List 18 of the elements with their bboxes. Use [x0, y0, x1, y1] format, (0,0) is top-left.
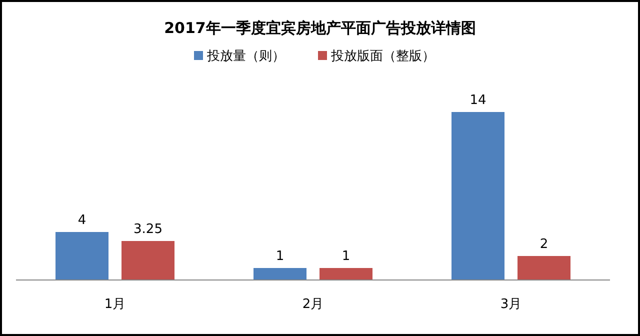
x-tick-label: 2月	[302, 297, 324, 312]
bar	[452, 112, 504, 280]
bar	[122, 241, 174, 280]
data-label: 1	[276, 249, 284, 264]
data-label: 2	[540, 237, 548, 252]
x-tick-label: 1月	[104, 297, 126, 312]
data-label: 4	[78, 213, 86, 228]
data-label: 14	[470, 93, 486, 108]
legend-label: 投放版面（整版）	[330, 49, 435, 64]
bar	[56, 232, 108, 280]
data-label: 1	[342, 249, 350, 264]
bar	[320, 268, 372, 280]
data-label: 3.25	[134, 222, 162, 237]
bar	[518, 256, 570, 280]
legend-label: 投放量（则）	[206, 49, 285, 64]
bar	[254, 268, 306, 280]
chart-title: 2017年一季度宜宾房地产平面广告投放详情图	[164, 19, 476, 37]
x-tick-label: 3月	[500, 297, 522, 312]
